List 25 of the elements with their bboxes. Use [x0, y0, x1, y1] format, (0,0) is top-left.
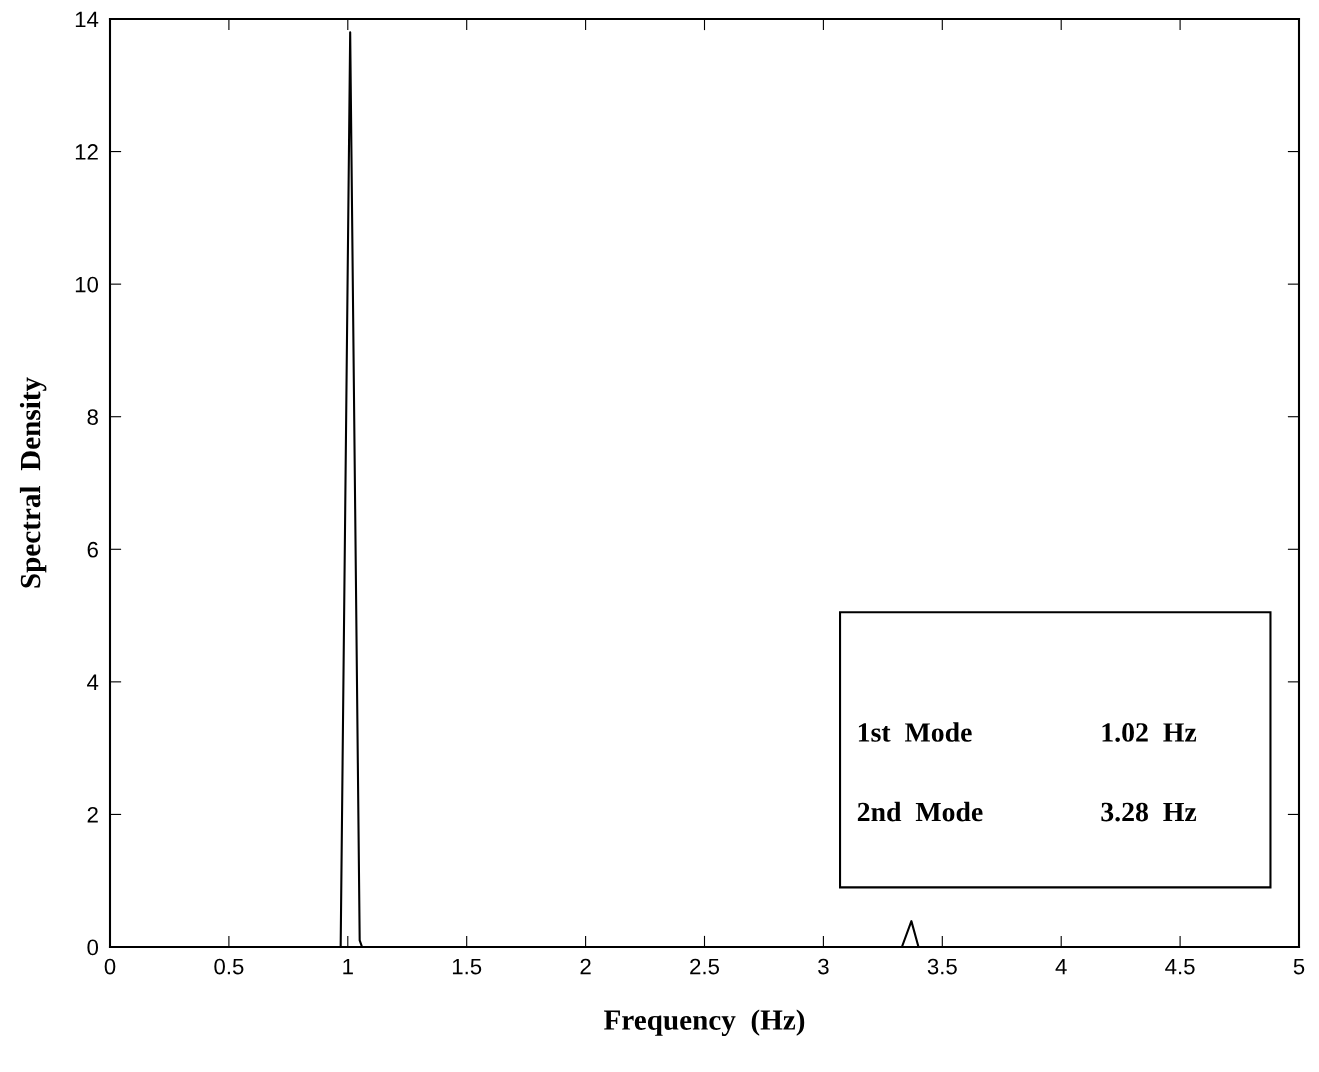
x-tick-label: 3.5	[927, 958, 957, 975]
annotation: 1st Mode	[858, 722, 972, 742]
x-tick-label: 4.5	[1165, 958, 1195, 975]
x-tick-label: 4	[1055, 958, 1067, 975]
x-tick-label: 1.5	[452, 958, 482, 975]
x-tick-label: 2.5	[690, 958, 720, 975]
y-tick-label: 10	[75, 276, 99, 293]
x-tick-label: 2	[580, 958, 591, 975]
x-tick-label: 0.5	[214, 958, 244, 975]
y-tick-label: 2	[87, 806, 98, 823]
y-tick-label: 4	[87, 674, 99, 690]
x-tick-label: 1	[343, 958, 353, 975]
x-axis-title: Frequency (Hz)	[604, 1009, 805, 1036]
x-tick-label: 5	[1293, 958, 1305, 975]
y-tick-label: 0	[87, 939, 99, 956]
annotation: 2nd Mode	[857, 801, 983, 822]
y-tick-label: 6	[87, 541, 98, 558]
annotation: 1.02 Hz	[1102, 723, 1197, 742]
y-tick-label: 8	[87, 409, 98, 425]
y-axis-title: Spectral Density	[19, 377, 47, 588]
annotation: 3.28 Hz	[1101, 802, 1197, 822]
y-tick-label: 14	[75, 11, 99, 28]
x-tick-label: 3	[818, 958, 829, 975]
x-tick-label: 0	[104, 958, 116, 975]
y-tick-label: 12	[75, 144, 98, 160]
